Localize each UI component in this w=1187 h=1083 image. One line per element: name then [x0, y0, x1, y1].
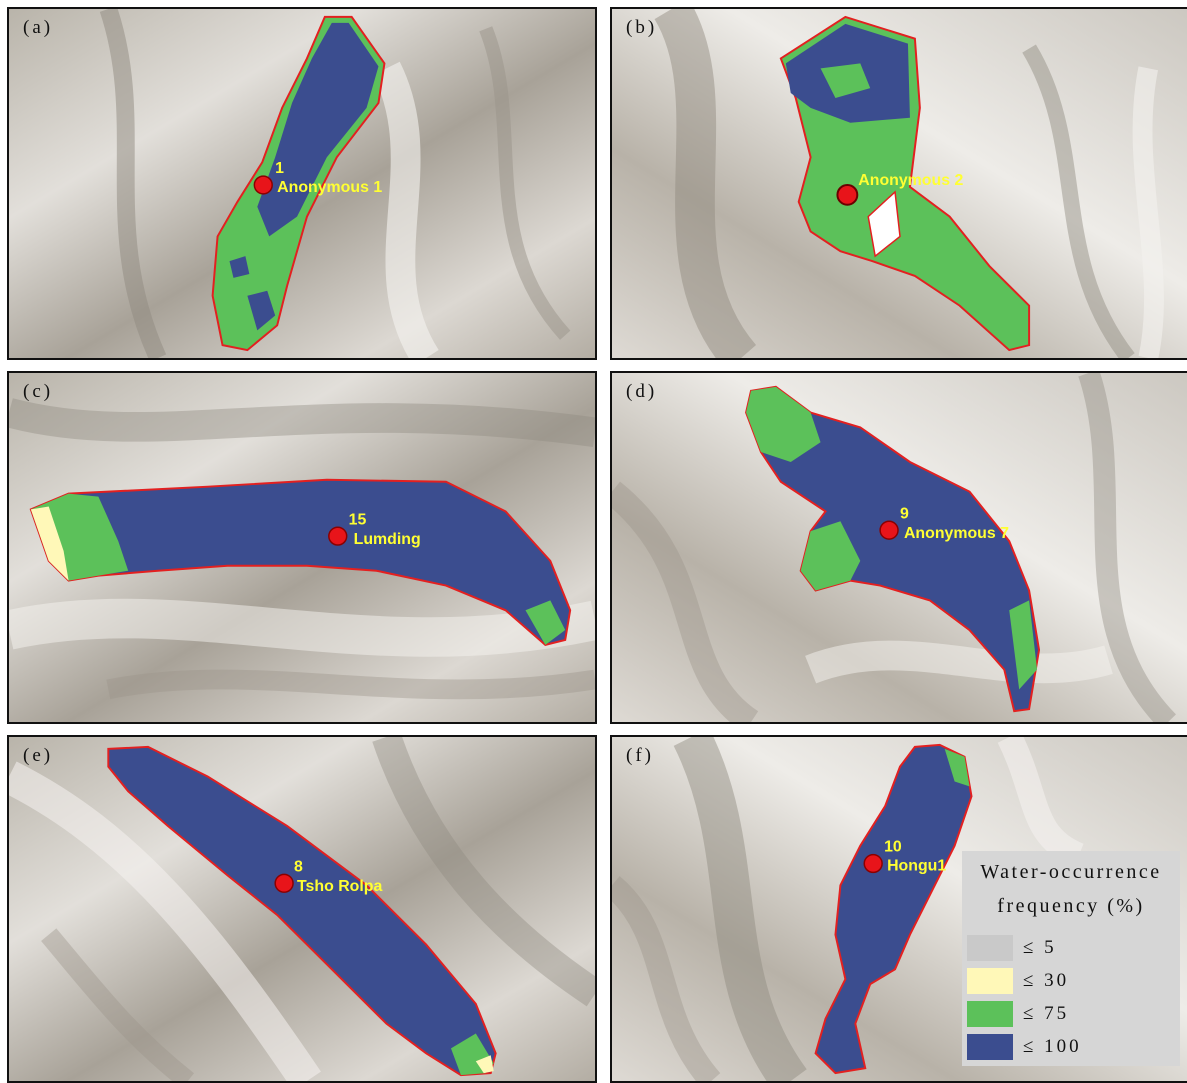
legend-item-5: ≤ 5	[967, 935, 1057, 961]
legend: Water-occurrence frequency (%) ≤ 5 ≤ 30 …	[962, 851, 1180, 1066]
lake-number-f: 10	[884, 839, 902, 856]
terrain-map-e: 8 Tsho Rolpa	[9, 737, 595, 1081]
lake-marker-d	[879, 520, 899, 540]
panel-label-e: (e)	[23, 745, 54, 766]
lake-name-e: Tsho Rolpa	[297, 878, 382, 895]
legend-title-line1: Water-occurrence	[980, 861, 1162, 883]
panel-e: 8 Tsho Rolpa (e)	[7, 735, 597, 1083]
legend-title-line2: frequency (%)	[997, 895, 1145, 917]
lake-number-d: 9	[900, 505, 909, 522]
lake-name-d: Anonymous 7	[904, 525, 1009, 542]
lake-name-f: Hongu1	[887, 857, 946, 874]
legend-label-100: ≤ 100	[1023, 1036, 1082, 1057]
legend-item-30: ≤ 30	[967, 968, 1069, 994]
panel-b: Anonymous 2 (b)	[610, 7, 1187, 360]
legend-label-5: ≤ 5	[1023, 937, 1057, 958]
legend-swatch-30	[967, 968, 1013, 994]
legend-label-75: ≤ 75	[1023, 1003, 1070, 1024]
lake-outline-c	[29, 478, 572, 646]
lake-number-e: 8	[294, 858, 303, 875]
legend-item-75: ≤ 75	[967, 1001, 1069, 1027]
terrain-map-d: 9 Anonymous 7	[612, 373, 1187, 722]
legend-swatch-5	[967, 935, 1013, 961]
legend-item-100: ≤ 100	[967, 1034, 1082, 1060]
terrain-map-a: 1 Anonymous 1	[9, 9, 595, 358]
panel-label-b: (b)	[626, 17, 658, 38]
panel-label-a: (a)	[23, 17, 54, 38]
lake-marker-a	[253, 175, 273, 195]
lake-number-c: 15	[349, 511, 367, 528]
lake-marker-f	[863, 853, 883, 874]
lake-name-b: Anonymous 2	[858, 172, 963, 189]
lake-name-a: Anonymous 1	[277, 179, 382, 196]
panel-a: 1 Anonymous 1 (a)	[7, 7, 597, 360]
lake-outline-f	[814, 743, 973, 1075]
lake-marker-e	[274, 873, 294, 893]
panel-label-c: (c)	[23, 381, 54, 402]
lake-outline-d	[745, 385, 1041, 713]
legend-swatch-100	[967, 1034, 1013, 1060]
lake-marker-b	[836, 183, 859, 206]
panel-c: 15 Lumding (c)	[7, 371, 597, 724]
terrain-map-c: 15 Lumding	[9, 373, 595, 722]
terrain-map-b: Anonymous 2	[612, 9, 1187, 358]
panel-label-d: (d)	[626, 381, 658, 402]
lake-name-c: Lumding	[354, 531, 421, 548]
lake-marker-c	[328, 526, 348, 546]
legend-swatch-75	[967, 1001, 1013, 1027]
legend-label-30: ≤ 30	[1023, 970, 1070, 991]
lake-number-a: 1	[275, 160, 284, 177]
panel-d: 9 Anonymous 7 (d)	[610, 371, 1187, 724]
panel-label-f: (f)	[626, 745, 654, 766]
